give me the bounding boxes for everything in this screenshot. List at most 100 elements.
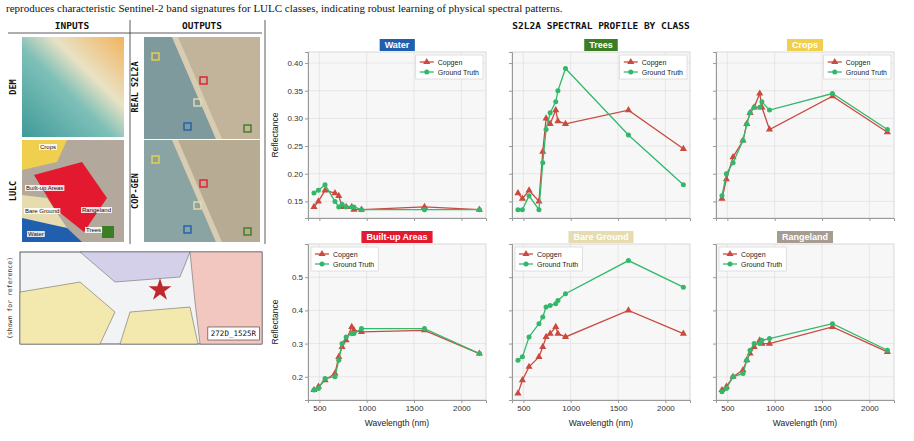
tick: 0.3 [292,340,308,349]
series-marker [680,330,687,336]
tick: 0.25 [287,142,308,151]
tick-mark [509,277,512,278]
tick-mark [509,118,512,119]
chart-panel: CopgenGround Truth [509,52,691,221]
series-marker [547,330,554,336]
lulc-background [22,140,124,242]
series-marker [525,363,532,369]
data-layer [718,89,891,200]
series-marker [316,386,321,391]
tick [618,218,619,221]
series-line [518,110,683,201]
tick-label: 0.30 [287,114,303,123]
series-marker [625,306,632,312]
grid-line [308,118,486,119]
tick-mark [727,218,728,221]
plot-frame [716,52,894,218]
grid-line [512,343,690,344]
series-marker [563,66,568,71]
legend-marker [832,69,837,74]
grid-line [512,118,690,119]
legend-label: Ground Truth [846,69,887,76]
series-line [518,69,683,210]
tick: 0.30 [287,114,308,123]
tick-label: 2000 [657,404,675,413]
legend-marker [424,69,429,74]
legend-marker [319,261,324,266]
series-marker [515,207,520,212]
separator [130,20,131,244]
tick [571,218,572,221]
tick-mark [461,218,462,221]
plot-background [308,52,486,218]
title-badge [777,231,833,243]
series-marker [548,303,553,308]
lulc-region [102,226,114,238]
grid-line [308,277,486,278]
tick-mark [509,91,512,92]
tick-mark [713,91,716,92]
series-marker [477,207,482,212]
series-marker [527,193,532,198]
sample-box [184,123,191,130]
series-marker [315,197,322,203]
series-marker [514,389,521,395]
sample-box [152,53,159,60]
tile-box [208,327,260,340]
axis-line [713,245,717,401]
y-axis [509,53,513,219]
tick-mark [305,91,308,92]
tick-mark [367,400,368,403]
tick-mark [665,400,666,403]
grid-line [727,52,728,218]
y-axis [713,245,717,401]
tick-mark [414,218,415,221]
tick-mark [305,310,308,311]
real-image [144,37,260,139]
series-line [314,327,479,390]
series-marker [748,348,753,353]
tick [665,218,666,221]
row-label: COP-GEN [130,173,140,209]
legend: CopgenGround Truth [311,247,378,271]
tick-mark [713,377,716,378]
series-marker [719,193,724,198]
legend-label: Copgen [642,59,667,67]
grid-line [512,376,690,377]
tick [414,218,415,221]
grid-line [308,310,486,311]
grid-line [716,376,894,377]
series-marker [335,192,342,198]
tick [822,218,823,221]
series-marker [525,186,532,192]
plot-background [512,52,690,218]
tick-mark [713,118,716,119]
series-marker [535,353,542,359]
legend-box [620,55,687,79]
tick [509,344,512,345]
grid-line [414,52,415,218]
tick [713,201,716,202]
series-line [314,190,479,209]
map: 272D_1525R [20,252,262,344]
grid-line [716,173,894,174]
tick: 0.40 [287,59,308,68]
series-marker [553,99,558,104]
series-marker [766,125,773,131]
series-marker [351,204,356,209]
series-line [314,329,479,390]
tick-label: 0.40 [287,59,303,68]
row-label: DEM [8,79,18,94]
tick-label: 0.2 [292,373,304,382]
legend-marker [627,58,634,64]
legend-marker [523,261,528,266]
tick-mark [319,400,320,403]
plot-frame [308,52,486,218]
grid-line [716,146,894,147]
series-marker [344,334,349,339]
tick: 1500 [406,400,424,413]
image-background [144,140,260,242]
tick-mark [509,174,512,175]
tick-label: 1500 [610,404,628,413]
plot-frame [716,244,894,400]
